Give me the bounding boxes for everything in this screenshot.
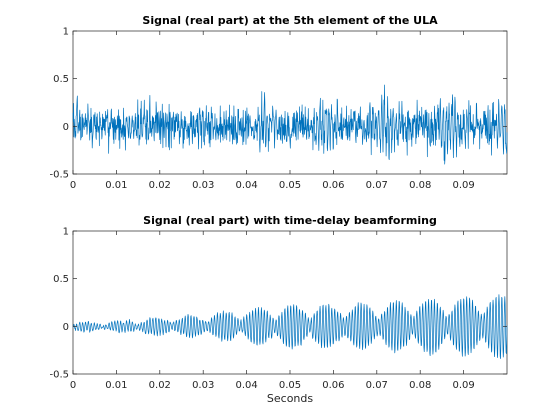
x-axis-label: Seconds [267, 392, 313, 405]
y-tick-label: 1 [63, 227, 69, 238]
plot-area [72, 230, 508, 375]
x-tick-label: 0.03 [192, 180, 214, 191]
x-tick-label: 0.02 [149, 380, 171, 391]
x-tick-label: 0.03 [192, 380, 214, 391]
x-tick-label: 0.06 [322, 380, 344, 391]
signal-series-line [72, 84, 508, 165]
x-tick-label: 0.04 [235, 380, 257, 391]
y-tick-label: 0 [63, 322, 69, 333]
x-tick-label: 0.04 [235, 180, 257, 191]
chart-title: Signal (real part) at the 5th element of… [142, 14, 438, 27]
x-tick-label: 0.08 [409, 180, 431, 191]
subplot-bottom: -0.500.51 0 0.01 0.02 0.03 0.04 0.05 0.06 0.07 0… [49, 214, 508, 405]
x-tick-label: 0.09 [452, 180, 474, 191]
x-tick-label: 0 [70, 380, 76, 391]
y-tick-label: -0.5 [49, 370, 69, 381]
signal-series-line [72, 294, 508, 359]
y-tick-label: 1 [63, 27, 69, 38]
x-tick-label: 0.06 [322, 180, 344, 191]
x-tick-label: 0.07 [366, 380, 388, 391]
x-tick-label: 0.01 [105, 380, 127, 391]
x-tick-label: 0.05 [279, 380, 301, 391]
subplot-top: -0.500.51 0 0.01 0.02 0.03 0.04 0.05 0.06 0.07 0… [49, 14, 508, 191]
y-tick-label: 0.5 [53, 274, 69, 285]
x-tick-label: 0.02 [149, 180, 171, 191]
y-tick-label: 0.5 [53, 74, 69, 85]
x-tick-label: 0.01 [105, 180, 127, 191]
y-tick-label: 0 [63, 122, 69, 133]
x-tick-label: 0 [70, 180, 76, 191]
x-tick-label: 0.07 [366, 180, 388, 191]
x-tick-label: 0.05 [279, 180, 301, 191]
chart-title: Signal (real part) with time-delay beamf… [143, 214, 437, 227]
plot-area [72, 30, 508, 175]
x-tick-label: 0.09 [452, 380, 474, 391]
y-tick-label: -0.5 [49, 170, 69, 181]
x-tick-label: 0.08 [409, 380, 431, 391]
